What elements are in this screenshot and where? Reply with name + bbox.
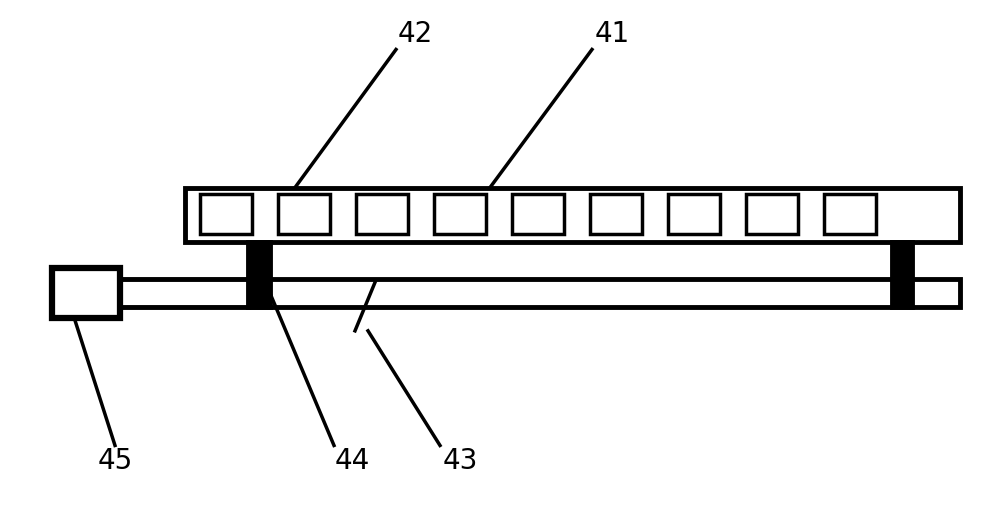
Text: 42: 42 [397,20,433,48]
Bar [824,194,876,234]
Bar [892,242,912,307]
Bar [590,194,642,234]
Bar [434,194,486,234]
Bar [185,188,960,242]
Bar [668,194,720,234]
Text: 43: 43 [442,447,478,475]
Bar [248,242,270,307]
Bar [200,194,252,234]
Text: 44: 44 [334,447,370,475]
Bar [52,268,120,318]
Bar [75,279,960,307]
Text: 45: 45 [97,447,133,475]
Bar [278,194,330,234]
Bar [746,194,798,234]
Bar [512,194,564,234]
Text: 41: 41 [594,20,630,48]
Bar [356,194,408,234]
